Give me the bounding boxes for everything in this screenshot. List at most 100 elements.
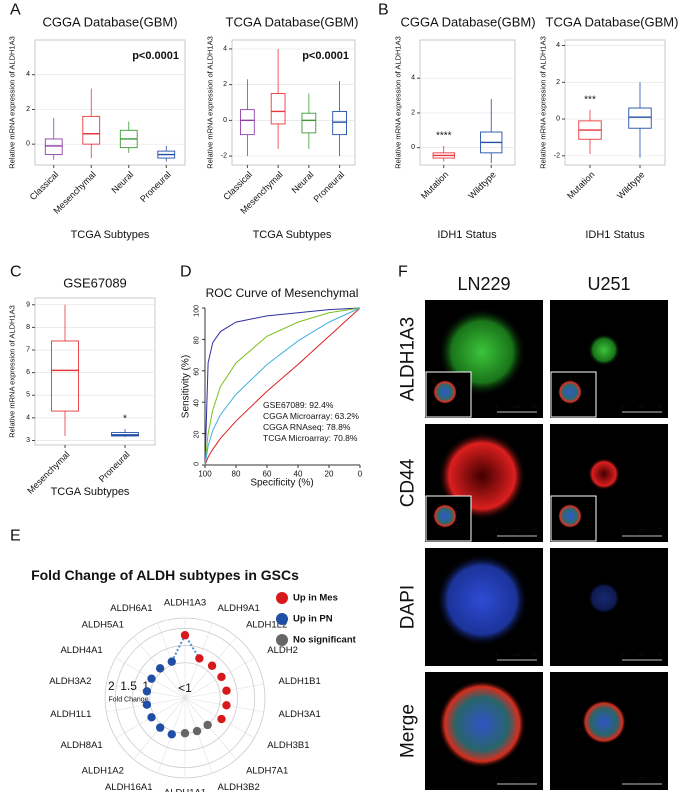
cell-cluster: [438, 680, 526, 768]
category-label: ALDH8A1: [60, 740, 102, 751]
category-label: ALDH1B1: [279, 676, 321, 687]
box: [270, 93, 286, 125]
category-label: ALDH9A1: [217, 603, 259, 614]
chart-title: TCGA Database(GBM): [226, 15, 359, 30]
y-axis-label: Relative mRNA expression of ALDH1A3: [8, 305, 17, 438]
y-tick-label: 9: [26, 301, 30, 308]
inset-cluster: [558, 380, 582, 404]
x-axis-label: IDH1 Status: [437, 229, 497, 241]
scale-unit: μm: [638, 652, 645, 658]
x-tick-label: 60: [263, 470, 272, 479]
y-tick-label: 100: [194, 305, 201, 317]
legend-label: No significant: [293, 635, 357, 646]
y-tick-label: 7: [26, 347, 30, 354]
row-label: Merge: [398, 704, 419, 758]
cell-cluster: [588, 458, 620, 490]
box: [82, 115, 101, 145]
panel-letter: F: [398, 264, 408, 281]
x-tick-label: Wildtype: [466, 169, 497, 200]
y-tick-label: 2: [26, 106, 30, 113]
y-tick-label: 2: [556, 79, 560, 86]
legend-swatch: [276, 592, 288, 604]
x-tick-label: 0: [358, 470, 363, 479]
point: [167, 657, 176, 666]
inset-cluster: [433, 504, 457, 528]
x-axis-label: TCGA Subtypes: [71, 229, 150, 241]
category-label: ALDH2: [267, 645, 298, 656]
scale-end: 75: [657, 776, 663, 782]
point: [207, 661, 217, 670]
x-tick-label: 20: [325, 470, 334, 479]
legend-swatch: [276, 634, 288, 646]
y-tick-label: 8: [26, 324, 30, 331]
x-axis-label: TCGA Subtypes: [253, 229, 332, 241]
scale-unit: μm: [513, 528, 520, 534]
spoke: [184, 697, 213, 774]
scale-end: 75: [657, 528, 663, 534]
y-tick-label: 80: [194, 336, 201, 344]
y-tick-label: 4: [26, 71, 30, 78]
category-label: ALDH6A1: [110, 603, 152, 614]
y-tick-label: 2: [223, 81, 227, 88]
cell-cluster: [588, 582, 620, 614]
category-label: ALDH1A3: [164, 598, 206, 609]
y-axis-label: Relative mRNA expression of ALDH1A3: [394, 36, 403, 169]
y-tick-label: 0: [26, 141, 30, 148]
category-label: ALDH1A1: [164, 788, 206, 792]
roc-curve: [204, 307, 361, 466]
inset-cluster: [558, 504, 582, 528]
x-axis-label: Specificity (%): [250, 478, 313, 489]
category-label: ALDH5A1: [82, 620, 124, 631]
chart-title: GSE67089: [63, 276, 127, 291]
panel-letter: B: [378, 2, 389, 19]
legend-entry: CGGA Microarray: 63.2%: [263, 411, 359, 421]
box: [332, 110, 347, 136]
point: [192, 726, 202, 736]
scale-start: 0: [496, 528, 499, 534]
panel-letter: A: [10, 2, 21, 19]
x-axis-label: IDH1 Status: [585, 229, 645, 241]
annotation: ***: [584, 94, 596, 105]
scale-unit: μm: [513, 404, 520, 410]
scale-end: 75: [657, 652, 663, 658]
y-tick-label: 60: [194, 368, 201, 376]
box: [51, 340, 79, 412]
scale-unit: μm: [513, 652, 520, 658]
inset-cluster: [433, 380, 457, 404]
scale-start: 0: [621, 652, 624, 658]
row-label: ALDH1A3: [398, 317, 419, 402]
chart-title: Fold Change of ALDH subtypes in GSCs: [31, 567, 299, 583]
plot-frame: [419, 39, 516, 166]
scale-end: 50: [532, 404, 538, 410]
category-label: ALDH1L1: [50, 709, 91, 720]
center-label: <1: [178, 681, 192, 695]
y-tick-label: 0: [194, 462, 201, 466]
annotation: *: [123, 414, 127, 425]
y-tick-label: 6: [26, 369, 30, 376]
scale-end: 50: [532, 652, 538, 658]
x-tick-label: Mutation: [419, 169, 450, 200]
point: [180, 729, 190, 738]
point: [155, 664, 165, 673]
category-label: ALDH16A1: [105, 782, 153, 792]
y-tick-label: 40: [194, 399, 201, 407]
scale-unit: μm: [638, 404, 645, 410]
y-tick-label: 0: [556, 116, 560, 123]
point: [147, 713, 156, 722]
y-tick-label: -2: [554, 152, 560, 159]
roc-curve: [204, 307, 361, 466]
legend-entry: TCGA Microarray: 70.8%: [263, 433, 358, 443]
annotation: p<0.0001: [132, 50, 179, 62]
y-tick-label: 0: [223, 117, 227, 124]
category-label: ALDH3A2: [49, 676, 91, 687]
roc-curve: [204, 307, 361, 466]
legend-entry: GSE67089: 92.4%: [263, 400, 334, 410]
scale-start: 0: [621, 528, 624, 534]
point: [167, 730, 176, 739]
cell-cluster: [436, 554, 528, 646]
r-tick-label: 1.5: [120, 679, 137, 693]
point: [217, 714, 226, 724]
point: [217, 672, 226, 682]
